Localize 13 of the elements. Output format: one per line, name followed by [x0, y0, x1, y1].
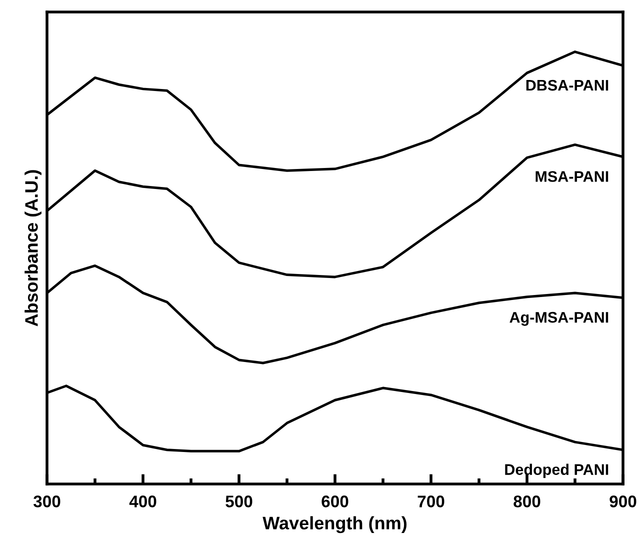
x-tick-label: 600 — [322, 496, 348, 508]
x-tick-label: 500 — [226, 496, 252, 508]
x-tick-label: 300 — [33, 496, 60, 508]
series-label: Dedoped PANI — [505, 464, 608, 478]
x-axis-title: Wavelength (nm) — [262, 516, 406, 534]
x-tick-label: 400 — [129, 496, 156, 508]
series-label: Ag-MSA-PANI — [510, 312, 608, 326]
y-axis-title: Absorbance (A.U.) — [24, 170, 42, 326]
x-tick-label: 900 — [610, 496, 636, 508]
x-tick-label: 800 — [514, 496, 540, 508]
x-tick-label: 700 — [418, 496, 444, 508]
series-label: MSA-PANI — [536, 171, 608, 182]
series-label: DBSA-PANI — [526, 80, 608, 91]
